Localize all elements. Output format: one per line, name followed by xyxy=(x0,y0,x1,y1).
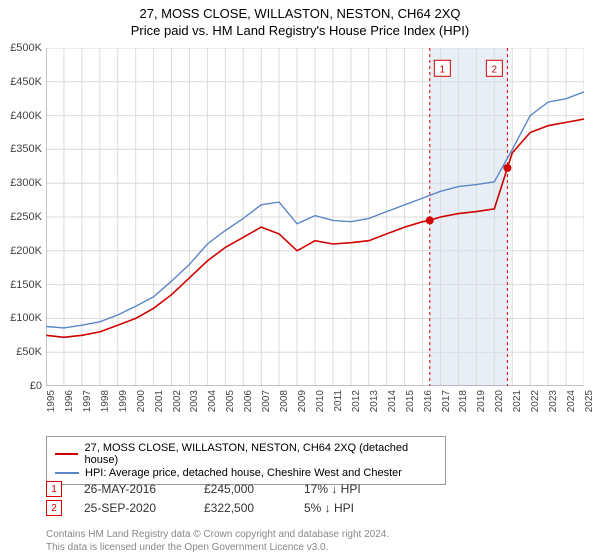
y-tick-label: £400K xyxy=(10,110,42,122)
y-tick-label: £250K xyxy=(10,211,42,223)
x-tick-label: 2016 xyxy=(423,390,434,412)
x-tick-label: 2022 xyxy=(530,390,541,412)
y-tick-label: £50K xyxy=(16,346,42,358)
y-tick-label: £450K xyxy=(10,76,42,88)
y-tick-label: £0 xyxy=(30,380,42,392)
footer-line2: This data is licensed under the Open Gov… xyxy=(46,541,556,554)
y-tick-label: £200K xyxy=(10,245,42,257)
title-line2: Price paid vs. HM Land Registry's House … xyxy=(0,23,600,38)
x-tick-label: 1996 xyxy=(64,390,75,412)
chart-plot-area: 12 xyxy=(46,48,584,386)
x-tick-label: 2011 xyxy=(333,390,344,412)
x-tick-label: 2020 xyxy=(494,390,505,412)
x-tick-label: 2018 xyxy=(458,390,469,412)
x-tick-label: 2001 xyxy=(154,390,165,412)
y-tick-label: £500K xyxy=(10,42,42,54)
x-tick-label: 2004 xyxy=(207,390,218,412)
svg-text:2: 2 xyxy=(492,64,498,75)
y-tick-label: £350K xyxy=(10,143,42,155)
x-tick-label: 2013 xyxy=(369,390,380,412)
footer-line1: Contains HM Land Registry data © Crown c… xyxy=(46,528,556,541)
annotation-row: 2 25-SEP-2020 £322,500 5% ↓ HPI xyxy=(46,500,556,516)
x-tick-label: 1995 xyxy=(46,390,57,412)
annotation-pct: 5% ↓ HPI xyxy=(304,501,424,515)
y-tick-label: £150K xyxy=(10,279,42,291)
legend-swatch xyxy=(55,453,78,455)
x-tick-label: 2012 xyxy=(351,390,362,412)
x-tick-label: 2006 xyxy=(243,390,254,412)
y-tick-label: £300K xyxy=(10,177,42,189)
x-tick-label: 2025 xyxy=(584,390,595,412)
x-tick-label: 2014 xyxy=(387,390,398,412)
title-line1: 27, MOSS CLOSE, WILLASTON, NESTON, CH64 … xyxy=(0,6,600,21)
x-tick-label: 2009 xyxy=(297,390,308,412)
x-tick-label: 1997 xyxy=(82,390,93,412)
x-tick-label: 2017 xyxy=(441,390,452,412)
x-axis-labels: 1995 1996 1997 1998 1999 2000 2001 2002 2003 2004… xyxy=(46,388,584,434)
x-tick-label: 1999 xyxy=(118,390,129,412)
annotation-row: 1 26-MAY-2016 £245,000 17% ↓ HPI xyxy=(46,481,556,497)
x-tick-label: 2007 xyxy=(261,390,272,412)
title-block: 27, MOSS CLOSE, WILLASTON, NESTON, CH64 … xyxy=(0,0,600,38)
x-tick-label: 2010 xyxy=(315,390,326,412)
annotation-marker: 2 xyxy=(46,500,62,516)
legend-swatch xyxy=(55,472,79,474)
x-tick-label: 2000 xyxy=(136,390,147,412)
x-tick-label: 2015 xyxy=(405,390,416,412)
chart-container: 27, MOSS CLOSE, WILLASTON, NESTON, CH64 … xyxy=(0,0,600,560)
legend-item: 27, MOSS CLOSE, WILLASTON, NESTON, CH64 … xyxy=(55,442,437,466)
y-tick-label: £100K xyxy=(10,312,42,324)
legend-label: 27, MOSS CLOSE, WILLASTON, NESTON, CH64 … xyxy=(84,442,437,466)
x-tick-label: 2008 xyxy=(279,390,290,412)
annotation-price: £245,000 xyxy=(204,482,304,496)
x-tick-label: 2021 xyxy=(512,390,523,412)
annotation-marker: 1 xyxy=(46,481,62,497)
annotation-rows: 1 26-MAY-2016 £245,000 17% ↓ HPI 2 25-SE… xyxy=(46,478,556,519)
annotation-price: £322,500 xyxy=(204,501,304,515)
annotation-date: 25-SEP-2020 xyxy=(84,501,204,515)
footer: Contains HM Land Registry data © Crown c… xyxy=(46,528,556,554)
x-tick-label: 2005 xyxy=(225,390,236,412)
x-tick-label: 2024 xyxy=(566,390,577,412)
x-tick-label: 2023 xyxy=(548,390,559,412)
y-axis-labels: £0£50K£100K£150K£200K£250K£300K£350K£400… xyxy=(0,48,46,386)
x-tick-label: 2019 xyxy=(476,390,487,412)
chart-svg: 12 xyxy=(46,48,584,386)
x-tick-label: 2003 xyxy=(189,390,200,412)
svg-text:1: 1 xyxy=(440,64,446,75)
x-tick-label: 2002 xyxy=(172,390,183,412)
annotation-date: 26-MAY-2016 xyxy=(84,482,204,496)
annotation-pct: 17% ↓ HPI xyxy=(304,482,424,496)
x-tick-label: 1998 xyxy=(100,390,111,412)
